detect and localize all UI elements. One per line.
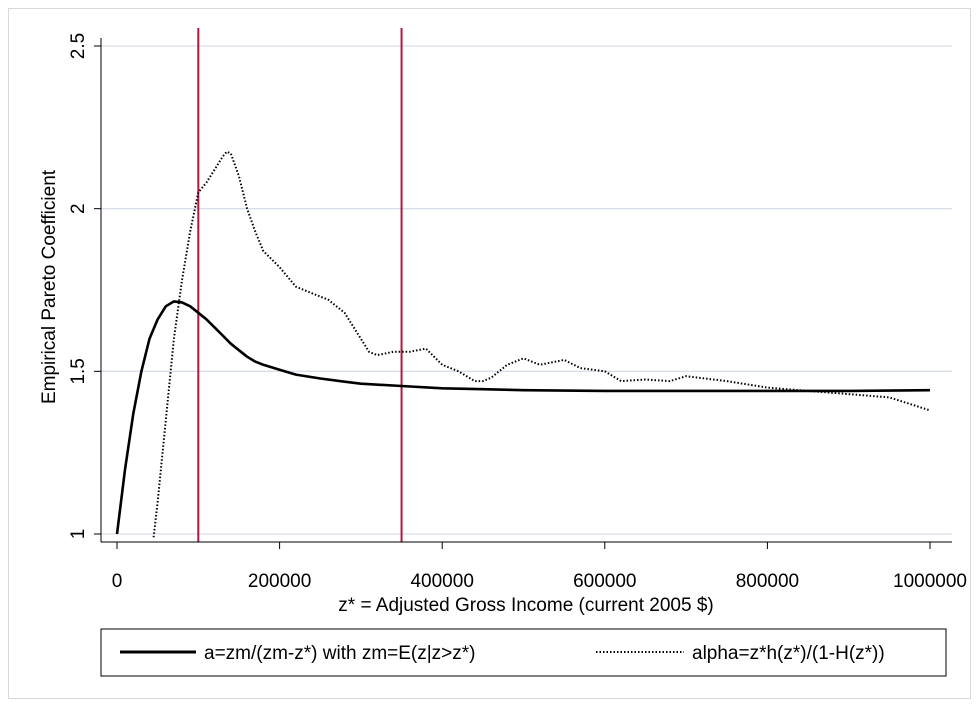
axes — [100, 38, 952, 543]
x-tick-label: 0 — [112, 571, 123, 592]
series-lines — [115, 150, 931, 538]
y-tick-label: 2 — [68, 203, 89, 214]
x-tick-label: 1000000 — [893, 571, 967, 592]
x-tick-label: 600000 — [573, 571, 636, 592]
x-tick-label: 800000 — [736, 571, 799, 592]
reference-lines — [197, 28, 403, 542]
y-tick-label: 1 — [68, 529, 89, 540]
ticks: 1 1.5 2 2.5 0 200000 400000 600000 800000 1000000 — [68, 33, 967, 592]
y-tick-label: 2.5 — [68, 33, 89, 59]
x-tick-label: 200000 — [248, 571, 311, 592]
series-a-line — [115, 300, 931, 535]
y-tick-label: 1.5 — [68, 358, 89, 384]
grid — [101, 45, 952, 535]
legend: a=zm/(zm-z*) with zm=E(z|z>z*) alpha=z*h… — [100, 628, 947, 677]
legend-label-a: a=zm/(zm-z*) with zm=E(z|z>z*) — [204, 643, 476, 664]
x-tick-label: 400000 — [410, 571, 473, 592]
x-axis-label: z* = Adjusted Gross Income (current 2005… — [338, 595, 713, 616]
y-axis-label: Empirical Pareto Coefficient — [39, 169, 60, 404]
legend-label-alpha: alpha=z*h(z*)/(1-H(z*)) — [692, 643, 885, 664]
figure-frame — [8, 8, 971, 699]
series-alpha-line — [152, 150, 931, 538]
legend-box — [100, 628, 947, 677]
